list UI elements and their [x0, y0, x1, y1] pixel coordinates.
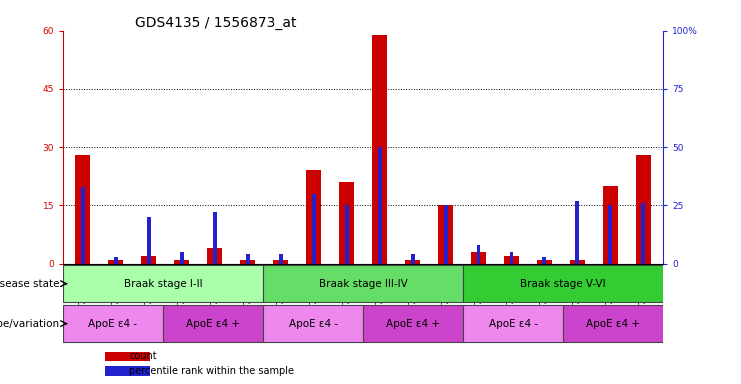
Bar — [213, 212, 216, 264]
Bar — [240, 260, 255, 264]
Bar — [306, 170, 321, 264]
Bar — [372, 35, 387, 264]
Bar — [163, 305, 263, 342]
Bar — [642, 203, 645, 264]
Text: Braak stage V-VI: Braak stage V-VI — [520, 279, 606, 289]
Bar — [180, 252, 184, 264]
Text: GDS4135 / 1556873_at: GDS4135 / 1556873_at — [135, 16, 296, 30]
Bar — [378, 147, 382, 264]
Bar — [463, 265, 663, 302]
Text: count: count — [129, 351, 156, 361]
Bar — [81, 187, 84, 264]
Text: Braak stage III-IV: Braak stage III-IV — [319, 279, 408, 289]
Bar — [105, 352, 150, 361]
Bar — [142, 256, 156, 264]
Bar — [108, 260, 123, 264]
Bar — [537, 260, 552, 264]
Bar — [345, 205, 348, 264]
Bar — [463, 305, 563, 342]
Bar — [63, 305, 163, 342]
Bar — [636, 155, 651, 264]
Bar — [76, 155, 90, 264]
Bar — [563, 305, 663, 342]
Bar — [273, 260, 288, 264]
Bar — [263, 305, 363, 342]
Bar — [312, 194, 316, 264]
Bar — [476, 245, 480, 264]
Text: ApoE ε4 -: ApoE ε4 - — [88, 319, 138, 329]
Bar — [405, 260, 420, 264]
Bar — [263, 265, 463, 302]
Text: ApoE ε4 +: ApoE ε4 + — [586, 319, 640, 329]
Bar — [510, 252, 514, 264]
Bar — [174, 260, 189, 264]
Bar — [363, 305, 463, 342]
Bar — [471, 252, 486, 264]
Bar — [63, 265, 263, 302]
Text: ApoE ε4 -: ApoE ε4 - — [288, 319, 338, 329]
Bar — [114, 257, 118, 264]
Bar — [105, 366, 150, 376]
Bar — [279, 254, 282, 264]
Text: ApoE ε4 +: ApoE ε4 + — [186, 319, 240, 329]
Bar — [570, 260, 585, 264]
Bar — [603, 186, 618, 264]
Text: ApoE ε4 +: ApoE ε4 + — [386, 319, 440, 329]
Bar — [207, 248, 222, 264]
Text: Braak stage I-II: Braak stage I-II — [124, 279, 202, 289]
Text: ApoE ε4 -: ApoE ε4 - — [488, 319, 538, 329]
Text: percentile rank within the sample: percentile rank within the sample — [129, 366, 294, 376]
Bar — [576, 201, 579, 264]
Bar — [542, 257, 546, 264]
Bar — [411, 254, 414, 264]
Text: disease state: disease state — [0, 279, 60, 289]
Bar — [246, 254, 250, 264]
Text: genotype/variation: genotype/variation — [0, 319, 60, 329]
Bar — [438, 205, 453, 264]
Bar — [444, 205, 448, 264]
Bar — [339, 182, 354, 264]
Bar — [147, 217, 150, 264]
Bar — [608, 205, 612, 264]
Bar — [504, 256, 519, 264]
